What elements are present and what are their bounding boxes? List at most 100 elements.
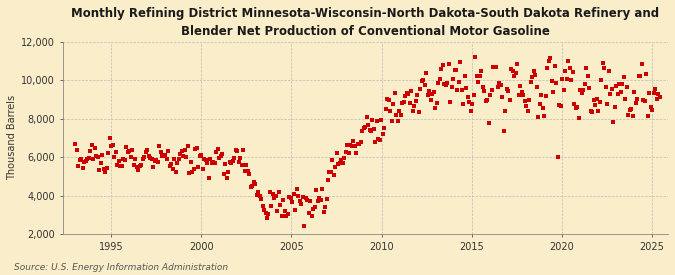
Point [335, 158, 346, 162]
Point [263, 211, 273, 216]
Point [132, 165, 142, 169]
Point [309, 205, 320, 209]
Point [404, 101, 415, 106]
Point [644, 91, 655, 95]
Point [157, 154, 167, 158]
Point [479, 89, 489, 93]
Point [585, 108, 596, 113]
Point [485, 93, 495, 97]
Point [171, 170, 182, 174]
Point [130, 157, 140, 161]
Point [208, 160, 219, 164]
Point [293, 194, 304, 198]
Point [632, 96, 643, 101]
Point [76, 156, 86, 161]
Point [308, 207, 319, 211]
Point [161, 156, 172, 161]
Point [88, 156, 99, 161]
Point [128, 163, 139, 167]
Point [392, 119, 403, 123]
Point [318, 210, 329, 214]
Point [180, 148, 190, 152]
Point [365, 129, 376, 133]
Point [622, 85, 632, 89]
Point [650, 87, 661, 92]
Point [242, 169, 253, 173]
Point [406, 89, 416, 93]
Point [628, 114, 639, 118]
Point [236, 163, 247, 167]
Point [587, 110, 598, 114]
Point [310, 188, 321, 192]
Point [556, 104, 566, 108]
Point [252, 192, 263, 197]
Point [467, 102, 478, 106]
Point [481, 98, 491, 103]
Point [607, 87, 618, 91]
Point [590, 103, 601, 107]
Point [186, 160, 196, 164]
Point [159, 154, 169, 158]
Point [153, 160, 163, 164]
Point [149, 158, 160, 163]
Point [391, 112, 402, 117]
Point [617, 82, 628, 86]
Point [448, 76, 459, 81]
Point [258, 204, 269, 208]
Point [126, 155, 136, 160]
Point [379, 125, 389, 130]
Point [193, 165, 204, 169]
Point [213, 147, 223, 151]
Point [408, 109, 418, 114]
Point [599, 66, 610, 70]
Point [476, 69, 487, 73]
Point [503, 89, 514, 93]
Point [89, 146, 100, 150]
Point [124, 149, 135, 153]
Point [536, 93, 547, 97]
Point [465, 109, 476, 113]
Point [106, 144, 117, 148]
Point [584, 86, 595, 90]
Point [304, 199, 315, 203]
Point [554, 103, 565, 108]
Point [562, 77, 572, 82]
Point [576, 91, 587, 95]
Point [446, 84, 457, 89]
Point [266, 204, 277, 208]
Point [244, 171, 255, 176]
Point [602, 102, 613, 107]
Point [437, 63, 448, 68]
Point [221, 176, 232, 180]
Point [86, 143, 97, 147]
Point [364, 128, 375, 132]
Point [655, 95, 666, 99]
Point [608, 120, 619, 124]
Point [612, 92, 623, 96]
Point [113, 158, 124, 163]
Point [92, 155, 103, 160]
Point [433, 81, 443, 86]
Point [100, 170, 111, 174]
Point [154, 144, 165, 148]
Point [427, 92, 437, 96]
Point [521, 104, 532, 108]
Point [589, 97, 599, 102]
Point [107, 142, 118, 147]
Point [276, 214, 287, 218]
Point [527, 75, 538, 79]
Point [95, 161, 106, 166]
Point [436, 67, 447, 71]
Point [302, 198, 313, 202]
Point [475, 73, 485, 78]
Point [143, 154, 154, 158]
Point [373, 137, 383, 141]
Point [166, 162, 177, 167]
Point [468, 92, 479, 97]
Point [397, 101, 408, 106]
Point [396, 113, 406, 117]
Point [542, 66, 553, 70]
Point [560, 68, 571, 73]
Point [205, 157, 216, 161]
Point [389, 91, 400, 95]
